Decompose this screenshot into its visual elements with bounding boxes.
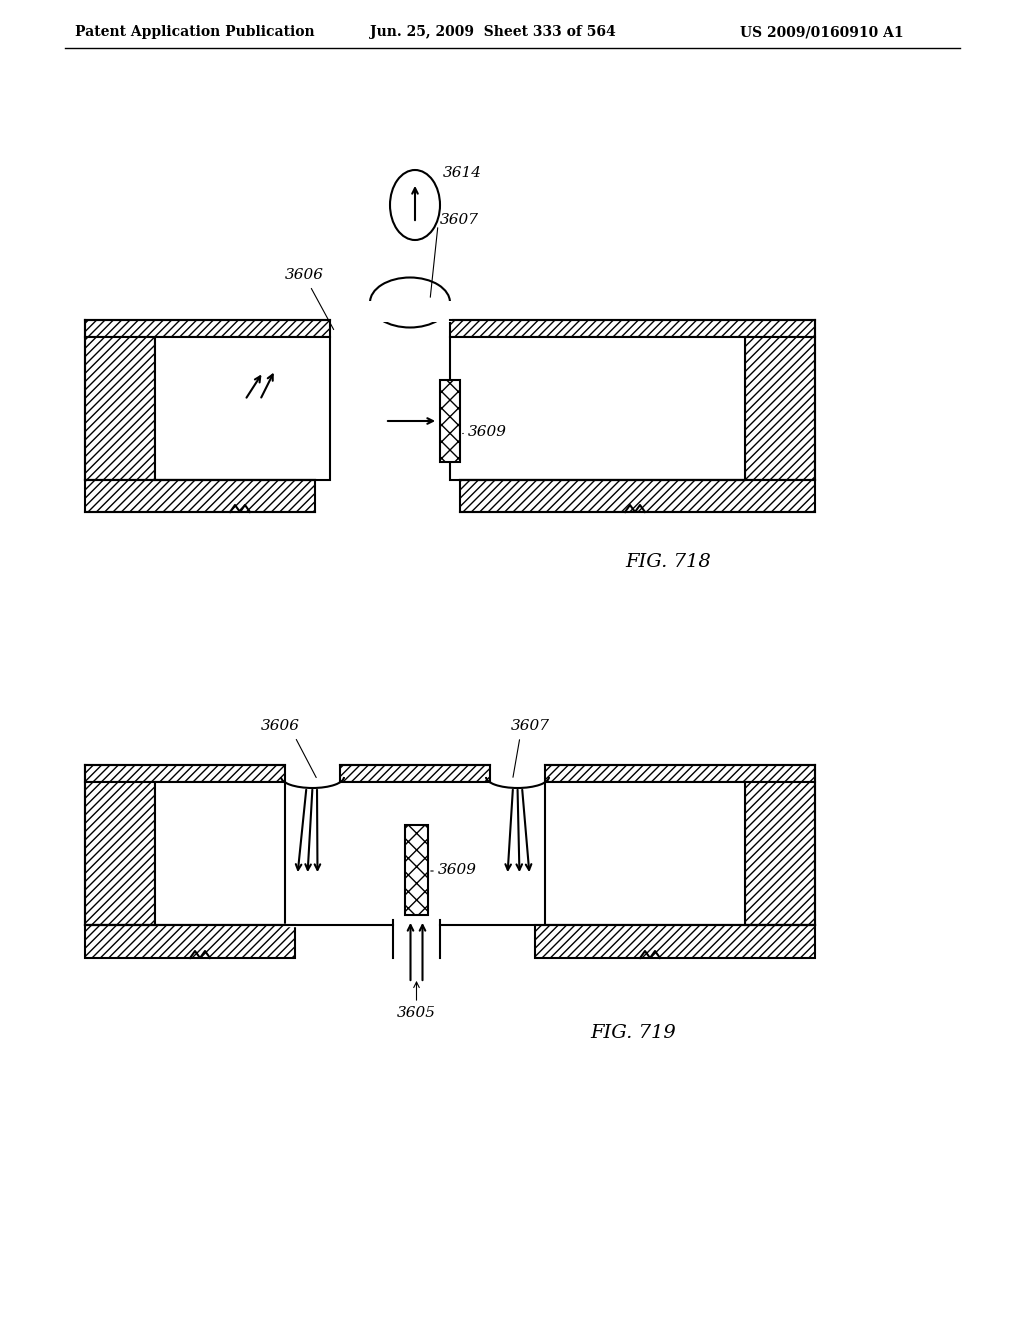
Bar — [85, 766, 285, 781]
Text: 3606: 3606 — [285, 268, 324, 282]
Bar — [85, 925, 295, 958]
Bar — [85, 337, 155, 480]
Bar — [450, 337, 745, 480]
Bar — [340, 766, 490, 781]
Bar — [535, 925, 815, 958]
Text: 3606: 3606 — [260, 719, 299, 733]
Bar — [155, 781, 285, 925]
Text: 3607: 3607 — [440, 213, 479, 227]
Text: 3607: 3607 — [511, 719, 550, 733]
Bar — [85, 781, 155, 925]
Bar — [85, 480, 315, 512]
Text: FIG. 718: FIG. 718 — [625, 553, 711, 572]
Text: 3614: 3614 — [443, 166, 482, 180]
Text: Jun. 25, 2009  Sheet 333 of 564: Jun. 25, 2009 Sheet 333 of 564 — [370, 25, 615, 40]
Bar — [440, 380, 460, 462]
Bar — [450, 319, 815, 337]
Text: US 2009/0160910 A1: US 2009/0160910 A1 — [740, 25, 903, 40]
Bar — [745, 781, 815, 925]
Text: 3609: 3609 — [438, 863, 477, 876]
Bar — [545, 781, 745, 925]
Text: 3605: 3605 — [397, 1006, 436, 1020]
Bar — [155, 337, 330, 480]
Bar — [406, 825, 428, 915]
Ellipse shape — [390, 170, 440, 240]
Bar — [745, 337, 815, 480]
Bar — [460, 480, 815, 512]
Bar — [368, 301, 452, 322]
Ellipse shape — [370, 277, 450, 327]
Bar — [85, 319, 330, 337]
Text: FIG. 719: FIG. 719 — [590, 1024, 676, 1041]
Bar — [545, 766, 815, 781]
Text: 3609: 3609 — [468, 425, 507, 440]
Text: Patent Application Publication: Patent Application Publication — [75, 25, 314, 40]
